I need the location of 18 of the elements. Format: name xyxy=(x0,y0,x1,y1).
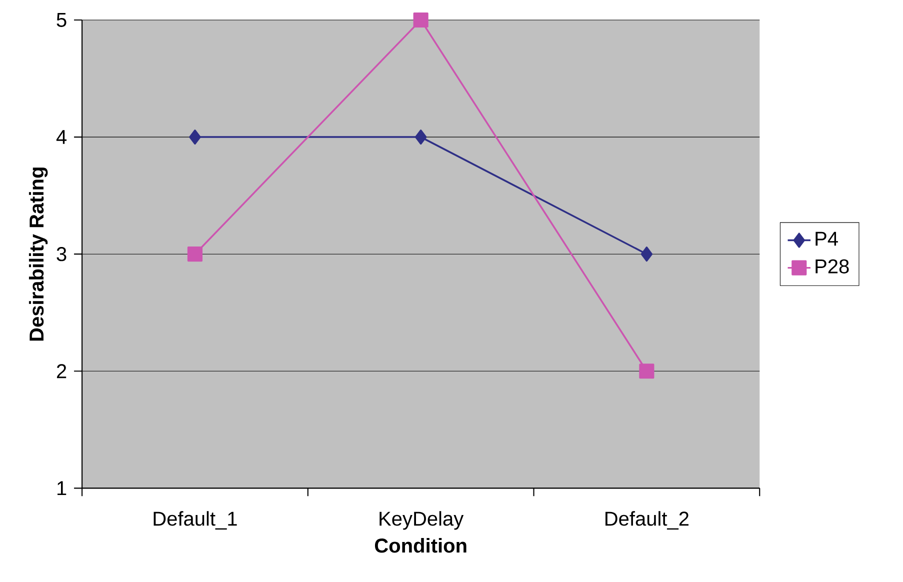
legend-label: P4 xyxy=(816,232,838,246)
point xyxy=(640,246,653,262)
point xyxy=(187,246,203,262)
y-tick-label: 1 xyxy=(58,481,66,495)
y-tick-label: 3 xyxy=(56,246,66,262)
point xyxy=(413,12,428,28)
y-tick-label: 5 xyxy=(56,12,66,27)
x-tick-label: KeyDelay xyxy=(380,511,464,530)
legend-label: P28 xyxy=(816,259,849,274)
x-axis-title: Condition xyxy=(374,538,466,553)
point xyxy=(639,364,654,379)
x-tick-label: Default_2 xyxy=(605,511,688,530)
y-tick-label: 2 xyxy=(56,364,66,378)
y-axis-title: Desirability Rating xyxy=(28,168,48,340)
x-tick-label: Default_1 xyxy=(154,511,237,530)
point xyxy=(189,129,201,144)
y-tick-label: 4 xyxy=(56,130,67,144)
point xyxy=(414,129,427,144)
